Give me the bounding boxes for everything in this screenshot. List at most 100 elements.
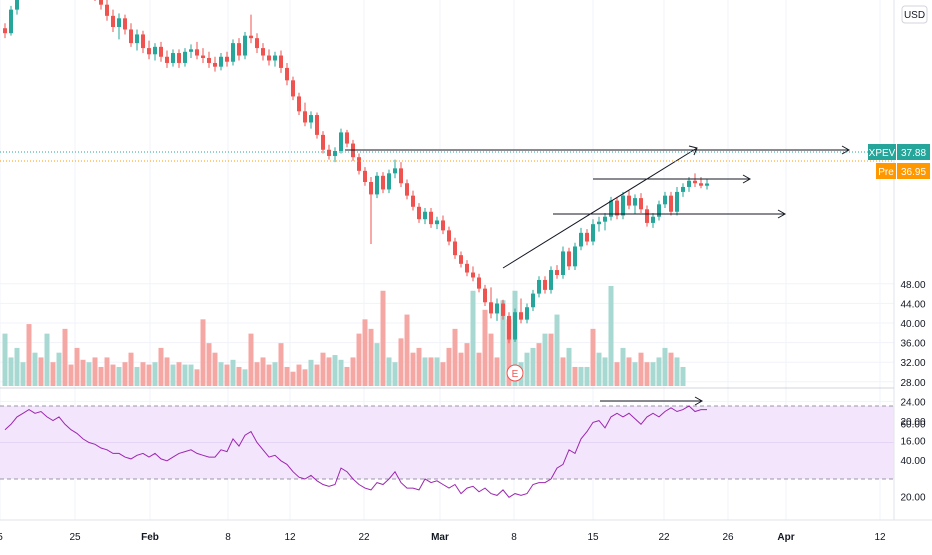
time-tick-label: 8 — [225, 532, 231, 543]
candle-body — [213, 62, 217, 67]
rsi-indicator — [4, 405, 707, 498]
volume-bars — [2, 286, 686, 386]
candle-body — [441, 220, 445, 231]
candle-body — [531, 293, 535, 308]
volume-bar — [566, 347, 572, 386]
candle-body — [261, 48, 265, 56]
volume-bar — [434, 357, 440, 386]
volume-bar — [428, 357, 434, 386]
volume-bar — [398, 338, 404, 386]
candle-body — [663, 195, 667, 205]
price-tick-label: 32.00 — [900, 358, 925, 369]
time-tick-label: 22 — [358, 532, 370, 543]
candle-body — [627, 195, 631, 206]
volume-bar — [44, 333, 50, 386]
volume-bar — [254, 362, 260, 386]
volume-bar — [656, 357, 662, 386]
volume-bar — [314, 364, 320, 386]
volume-bar — [470, 290, 476, 386]
volume-bar — [236, 366, 242, 386]
rsi-axis[interactable]: 60.00 40.00 20.00 — [900, 419, 925, 503]
volume-bar — [416, 347, 422, 386]
volume-bar — [158, 347, 164, 386]
rsi-band — [0, 405, 894, 480]
volume-bar — [638, 352, 644, 386]
candle-body — [543, 279, 547, 290]
volume-bar — [326, 357, 332, 386]
candle-body — [405, 183, 409, 196]
price-labels: XPEV 37.88 Pre 36.95 — [0, 144, 930, 179]
rsi-tick-label: 60.00 — [900, 419, 925, 430]
volume-bar — [536, 343, 542, 386]
candle-body — [411, 195, 415, 207]
candle-body — [675, 191, 679, 212]
volume-bar — [80, 359, 86, 386]
volume-bar — [284, 366, 290, 386]
candle-body — [549, 270, 553, 290]
candle-body — [201, 55, 205, 58]
volume-bar — [338, 359, 344, 386]
volume-bar — [320, 352, 326, 386]
volume-bar — [230, 359, 236, 386]
earnings-marker-icon[interactable] — [506, 364, 524, 382]
candle-body — [639, 198, 643, 210]
price-tick-label: 24.00 — [900, 397, 925, 408]
candle-body — [513, 312, 517, 340]
volume-bar — [680, 366, 686, 386]
price-tick-label: 40.00 — [900, 319, 925, 330]
price-tick-label: 36.00 — [900, 339, 925, 350]
volume-bar — [116, 366, 122, 386]
candle-body — [435, 220, 439, 225]
currency-badge[interactable]: USD — [901, 5, 928, 24]
volume-bar — [194, 369, 200, 386]
candle-body — [291, 80, 295, 97]
candle-body — [195, 49, 199, 56]
candle-body — [705, 183, 709, 186]
time-axis[interactable]: 5 25 Feb 8 12 22 Mar 8 15 22 26 Apr 12 — [0, 532, 886, 543]
candle-body — [327, 149, 331, 156]
candle-body — [537, 279, 541, 294]
candle-body — [699, 183, 703, 186]
volume-bar — [500, 300, 506, 386]
candle-body — [273, 55, 277, 61]
volume-bar — [542, 333, 548, 386]
candle-body — [471, 272, 475, 278]
volume-bar — [632, 362, 638, 386]
candle-body — [555, 270, 559, 275]
candle-body — [135, 34, 139, 44]
candle-body — [417, 206, 421, 220]
volume-bar — [56, 352, 62, 386]
volume-bar — [110, 364, 116, 386]
rsi-tick-label: 40.00 — [900, 456, 925, 467]
trendline-drawings[interactable] — [345, 145, 851, 406]
candle-body — [243, 35, 247, 56]
candle-body — [123, 18, 127, 30]
candle-body — [579, 232, 583, 247]
volume-bar — [548, 333, 554, 386]
candle-body — [477, 277, 481, 289]
candle-body — [651, 216, 655, 223]
candle-body — [165, 56, 169, 63]
candle-body — [219, 56, 223, 67]
candle-body — [507, 315, 511, 340]
volume-bar — [104, 357, 110, 386]
price-axis[interactable]: 48.00 44.00 40.00 36.00 32.00 28.00 24.00 20.00… — [900, 280, 925, 448]
event-markers[interactable]: E — [506, 364, 524, 382]
volume-bar — [620, 347, 626, 386]
candle-body — [153, 46, 157, 55]
volume-bar — [260, 357, 266, 386]
last-price-tag — [897, 144, 930, 160]
candle-body — [309, 115, 313, 123]
volume-bar — [278, 343, 284, 386]
volume-bar — [188, 364, 194, 386]
volume-bar — [74, 347, 80, 386]
candle-body — [693, 180, 697, 184]
volume-bar — [476, 352, 482, 386]
volume-bar — [530, 347, 536, 386]
price-tick-label: 16.00 — [900, 437, 925, 448]
rising-trendline[interactable] — [502, 147, 698, 269]
price-tick-label: 48.00 — [900, 280, 925, 291]
candle-body — [339, 132, 343, 151]
